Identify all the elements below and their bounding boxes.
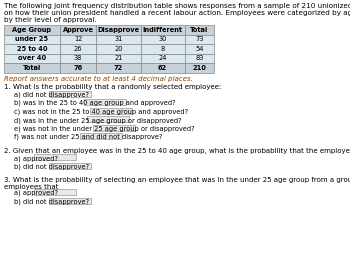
- Text: 3. What is the probability of selecting an employee that was in the under 25 age: 3. What is the probability of selecting …: [4, 177, 350, 183]
- Bar: [140, 25, 184, 35]
- Text: employees that: employees that: [4, 183, 58, 189]
- Bar: [93, 124, 135, 130]
- Text: 30: 30: [158, 36, 167, 42]
- Text: 76: 76: [74, 65, 83, 71]
- Bar: [184, 35, 214, 44]
- Bar: [60, 44, 96, 53]
- Bar: [184, 44, 214, 53]
- Text: 8: 8: [160, 46, 165, 52]
- Bar: [4, 63, 60, 73]
- Bar: [60, 63, 96, 73]
- Bar: [184, 25, 214, 35]
- Bar: [96, 44, 140, 53]
- Text: by their level of approval.: by their level of approval.: [4, 17, 97, 23]
- Text: 38: 38: [74, 55, 82, 61]
- Text: 83: 83: [195, 55, 203, 61]
- Bar: [90, 107, 132, 113]
- Bar: [84, 99, 126, 105]
- Text: over 40: over 40: [18, 55, 46, 61]
- Text: Total: Total: [23, 65, 41, 71]
- Bar: [49, 162, 91, 168]
- Text: Disapprove: Disapprove: [97, 27, 140, 33]
- Text: 12: 12: [74, 36, 82, 42]
- Bar: [96, 25, 140, 35]
- Text: 54: 54: [195, 46, 204, 52]
- Text: 31: 31: [114, 36, 122, 42]
- Text: b) did not disapprove?: b) did not disapprove?: [14, 163, 89, 170]
- Text: a) did not disapprove?: a) did not disapprove?: [14, 91, 89, 98]
- Text: Total: Total: [190, 27, 208, 33]
- Bar: [49, 90, 91, 96]
- Text: 73: 73: [195, 36, 203, 42]
- Text: 24: 24: [158, 55, 167, 61]
- Bar: [140, 63, 184, 73]
- Bar: [96, 35, 140, 44]
- Text: 21: 21: [114, 55, 122, 61]
- Text: Report answers accurate to at least 4 decimal places.: Report answers accurate to at least 4 de…: [4, 75, 193, 81]
- Text: The following joint frequency distribution table shows responses from a sample o: The following joint frequency distributi…: [4, 3, 350, 9]
- Text: 20: 20: [114, 46, 123, 52]
- Text: 210: 210: [193, 65, 206, 71]
- Bar: [96, 53, 140, 63]
- Bar: [60, 25, 96, 35]
- Bar: [80, 133, 122, 139]
- Text: a) approved?: a) approved?: [14, 190, 58, 196]
- Text: 26: 26: [74, 46, 82, 52]
- Bar: [4, 35, 60, 44]
- Text: c) was not in the 25 to 40 age group and approved?: c) was not in the 25 to 40 age group and…: [14, 108, 188, 115]
- Bar: [184, 63, 214, 73]
- Text: d) was in the under 25 age group or disapproved?: d) was in the under 25 age group or disa…: [14, 117, 182, 123]
- Text: on how their union president handled a recent labour action. Employees were cate: on how their union president handled a r…: [4, 10, 350, 16]
- Text: 72: 72: [114, 65, 123, 71]
- Bar: [34, 189, 76, 195]
- Bar: [4, 25, 60, 35]
- Bar: [88, 116, 130, 122]
- Bar: [140, 35, 184, 44]
- Text: Age Group: Age Group: [12, 27, 51, 33]
- Text: b) did not disapprove?: b) did not disapprove?: [14, 199, 89, 205]
- Text: e) was not in the under 25 age group or disapproved?: e) was not in the under 25 age group or …: [14, 125, 195, 132]
- Bar: [140, 53, 184, 63]
- Text: a) approved?: a) approved?: [14, 155, 58, 161]
- Bar: [4, 53, 60, 63]
- Bar: [96, 63, 140, 73]
- Bar: [4, 44, 60, 53]
- Text: Indifferent: Indifferent: [142, 27, 183, 33]
- Text: b) was in the 25 to 40 age group and approved?: b) was in the 25 to 40 age group and app…: [14, 100, 176, 106]
- Bar: [184, 53, 214, 63]
- Text: under 25: under 25: [15, 36, 48, 42]
- Text: 2. Given that an employee was in the 25 to 40 age group, what is the probability: 2. Given that an employee was in the 25 …: [4, 148, 350, 154]
- Text: 25 to 40: 25 to 40: [16, 46, 47, 52]
- Text: Approve: Approve: [63, 27, 93, 33]
- Text: 62: 62: [158, 65, 167, 71]
- Text: f) was not under 25 and did not disapprove?: f) was not under 25 and did not disappro…: [14, 134, 162, 140]
- Bar: [60, 35, 96, 44]
- Bar: [34, 154, 76, 160]
- Bar: [60, 53, 96, 63]
- Bar: [49, 198, 91, 204]
- Bar: [140, 44, 184, 53]
- Text: 1. What is the probability that a randomly selected employee:: 1. What is the probability that a random…: [4, 84, 221, 90]
